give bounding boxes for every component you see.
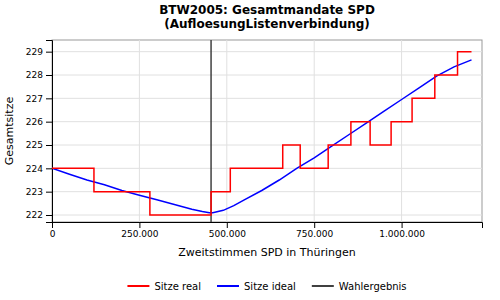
y-axis-tick: 224 — [26, 164, 52, 174]
legend-item: Wahlergebnis — [312, 281, 407, 292]
y-axis-tick-mark — [46, 192, 52, 193]
y-axis-tick-label: 227 — [26, 94, 43, 104]
data — [52, 40, 472, 222]
title-line: (AufloesungListenverbindung) — [164, 17, 370, 31]
y-axis-tick-mark — [46, 98, 52, 99]
title-line: BTW2005: Gesamtmandate SPD — [159, 3, 375, 17]
y-axis-tick-label: 223 — [26, 187, 43, 197]
grid-line-y — [52, 215, 482, 216]
y-axis-domain — [46, 41, 53, 223]
y-axis: 222 223 224 225 226 227 228 229 — [26, 41, 53, 223]
y-axis-tick: 226 — [26, 117, 52, 127]
x-axis-tick-label: 750.000 — [296, 229, 333, 239]
x-axis-tick: 500.000 — [209, 222, 246, 239]
x-axis-tick-label: 1.000.000 — [379, 229, 425, 239]
grid-line-y — [52, 121, 482, 122]
series-line — [52, 60, 472, 213]
legend-label: Wahlergebnis — [339, 281, 407, 292]
x-axis-tick-mark — [139, 222, 140, 228]
legend-label: Sitze ideal — [244, 281, 296, 292]
grid-line-y — [52, 51, 482, 52]
legend-label: Sitze real — [154, 281, 201, 292]
grid-line-x — [401, 40, 402, 222]
y-axis-tick-label: 222 — [26, 210, 43, 220]
legend-swatch — [127, 285, 149, 287]
y-axis-tick: 229 — [26, 47, 52, 57]
y-axis-tick-label: 229 — [26, 47, 43, 57]
y-axis-tick-mark — [46, 75, 52, 76]
y-axis-tick-mark — [46, 168, 52, 169]
y-axis-title: Gesamtsitze — [3, 97, 16, 166]
x-axis-tick-mark — [227, 222, 228, 228]
x-axis-tick-label: 0 — [50, 229, 56, 239]
y-axis-tick-label: 226 — [26, 117, 43, 127]
y-axis-tick-label: 224 — [26, 164, 43, 174]
series-line — [52, 52, 472, 215]
chart: 0 250.000 500.000 750.000 1.000.000 222 223 224… — [0, 0, 500, 300]
y-axis-tick-mark — [46, 52, 52, 53]
legend-swatch — [217, 285, 239, 287]
y-axis-tick-mark — [46, 215, 52, 216]
y-axis-tick-label: 225 — [26, 140, 43, 150]
x-axis-tick-label: 250.000 — [121, 229, 158, 239]
y-axis-tick-label: 228 — [26, 70, 43, 80]
grid-line-x — [226, 40, 227, 222]
x-axis-tick-mark — [314, 222, 315, 228]
x-axis-title: Zweitstimmen SPD in Thüringen — [178, 246, 356, 259]
x-axis-tick: 1.000.000 — [379, 222, 425, 239]
y-axis-tick-mark — [46, 122, 52, 123]
y-axis-tick: 223 — [26, 187, 52, 197]
grid-line-y — [52, 75, 482, 76]
plot: 0 250.000 500.000 750.000 1.000.000 222 223 224… — [26, 40, 483, 239]
x-axis-tick: 750.000 — [296, 222, 333, 239]
y-axis-tick: 225 — [26, 140, 52, 150]
legend: Sitze real Sitze ideal Wahlergebnis — [127, 281, 406, 292]
title: BTW2005: Gesamtmandate SPD(AufloesungLis… — [159, 3, 375, 31]
y-axis-tick: 228 — [26, 70, 52, 80]
grid-line-x — [314, 40, 315, 222]
grid-line-y — [52, 145, 482, 146]
x-axis: 0 250.000 500.000 750.000 1.000.000 — [50, 222, 483, 239]
legend-item: Sitze real — [127, 281, 201, 292]
plot-frame — [52, 40, 482, 222]
y-axis-tick-mark — [46, 145, 52, 146]
grid — [52, 40, 482, 222]
x-axis-tick-label: 500.000 — [209, 229, 246, 239]
x-axis-tick: 0 — [50, 222, 56, 239]
x-axis-tick: 250.000 — [121, 222, 158, 239]
legend-item: Sitze ideal — [217, 281, 296, 292]
legend-swatch — [312, 285, 334, 287]
y-axis-tick: 227 — [26, 94, 52, 104]
x-axis-domain — [53, 223, 483, 229]
y-axis-tick: 222 — [26, 210, 52, 220]
x-axis-tick-mark — [402, 222, 403, 228]
